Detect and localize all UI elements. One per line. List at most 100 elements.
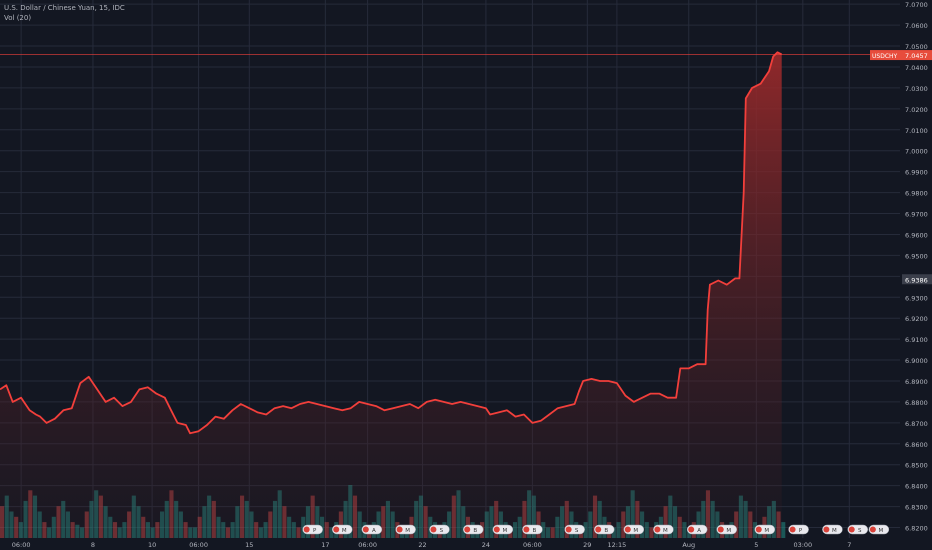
y-tick-label: 7.0300 bbox=[905, 85, 928, 93]
y-tick-label: 6.8200 bbox=[905, 525, 928, 533]
flag-icon bbox=[303, 526, 310, 533]
event-badge-label: B bbox=[604, 528, 608, 534]
flag-icon bbox=[654, 526, 661, 533]
economic-event-badge[interactable]: B bbox=[593, 524, 615, 535]
economic-event-badge[interactable]: M bbox=[492, 524, 514, 535]
economic-event-badge[interactable]: M bbox=[623, 524, 645, 535]
flag-icon bbox=[869, 526, 876, 533]
y-tick-label: 6.8500 bbox=[905, 462, 928, 470]
time-axis-bg bbox=[0, 538, 932, 550]
flag-icon bbox=[595, 526, 602, 533]
x-tick-label: 12:15 bbox=[608, 541, 627, 549]
y-tick-label: 6.8700 bbox=[905, 420, 928, 428]
flag-icon bbox=[717, 526, 724, 533]
y-tick-label: 6.9800 bbox=[905, 190, 928, 198]
economic-event-badge[interactable]: S bbox=[847, 524, 868, 535]
economic-event-badge[interactable]: A bbox=[361, 524, 383, 535]
flag-icon bbox=[755, 526, 762, 533]
x-tick-label: 7 bbox=[847, 541, 851, 549]
economic-event-badge[interactable]: M bbox=[395, 524, 416, 535]
x-tick-label: 8 bbox=[91, 541, 95, 549]
economic-event-badge[interactable]: B bbox=[462, 524, 484, 535]
y-tick-label: 6.9100 bbox=[905, 336, 928, 344]
chart-legend: U.S. Dollar / Chinese Yuan, 15, IDC Vol … bbox=[4, 3, 125, 23]
event-badge-label: M bbox=[832, 528, 837, 534]
price-area-fill bbox=[0, 52, 782, 539]
x-tick-label: 24 bbox=[482, 541, 490, 549]
event-badge-label: S bbox=[575, 528, 579, 534]
y-tick-label: 6.8900 bbox=[905, 378, 928, 386]
economic-event-badge[interactable]: S bbox=[564, 524, 585, 535]
flag-icon bbox=[624, 526, 631, 533]
flag-icon bbox=[464, 526, 471, 533]
y-tick-label: 7.0100 bbox=[905, 127, 928, 135]
event-badge-label: S bbox=[858, 528, 862, 534]
flag-icon bbox=[688, 526, 695, 533]
event-badge-label: M bbox=[726, 528, 731, 534]
flag-icon bbox=[823, 526, 830, 533]
time-axis[interactable]: 06:00 8 10 06:00 15 17 06:00 22 24 06:00 29 12:15 Au… bbox=[0, 538, 932, 550]
y-tick-label: 6.9000 bbox=[905, 357, 928, 365]
economic-event-badge[interactable]: M bbox=[754, 524, 776, 535]
y-tick-label: 6.8400 bbox=[905, 483, 928, 491]
x-tick-label: Aug bbox=[682, 541, 695, 549]
event-badge-label: M bbox=[502, 528, 507, 534]
economic-event-badge[interactable]: P bbox=[302, 524, 323, 535]
y-tick-label: 7.0700 bbox=[905, 1, 928, 9]
y-tick-label: 7.0400 bbox=[905, 64, 928, 72]
x-tick-label: 15 bbox=[245, 541, 253, 549]
flag-icon bbox=[493, 526, 500, 533]
event-badge-label: B bbox=[473, 528, 477, 534]
y-tick-label: 6.9900 bbox=[905, 169, 928, 177]
x-tick-label: 22 bbox=[418, 541, 426, 549]
y-tick-label: 7.0600 bbox=[905, 22, 928, 30]
economic-event-badge[interactable]: M bbox=[822, 524, 843, 535]
y-tick-label: 6.9600 bbox=[905, 231, 928, 239]
volume-indicator-label[interactable]: Vol (20) bbox=[4, 14, 32, 22]
event-badge-label: A bbox=[372, 528, 376, 534]
symbol-title[interactable]: U.S. Dollar / Chinese Yuan, 15, IDC bbox=[4, 4, 125, 12]
volume-bar bbox=[781, 522, 786, 538]
event-badge-label: S bbox=[440, 528, 444, 534]
event-badge-label: M bbox=[878, 528, 883, 534]
event-badge-label: M bbox=[663, 528, 668, 534]
event-badge-label: P bbox=[313, 528, 317, 534]
event-badge-label: M bbox=[405, 528, 410, 534]
y-tick-label: 6.8800 bbox=[905, 399, 928, 407]
economic-event-badge[interactable]: M bbox=[653, 524, 674, 535]
event-badge-label: M bbox=[633, 528, 638, 534]
event-badge-label: M bbox=[764, 528, 769, 534]
flag-icon bbox=[430, 526, 437, 533]
event-badge-label: M bbox=[342, 528, 347, 534]
y-tick-label: 6.9700 bbox=[905, 211, 928, 219]
x-tick-label: 29 bbox=[583, 541, 591, 549]
x-tick-label: 03:00 bbox=[793, 541, 812, 549]
y-tick-label: 6.9300 bbox=[905, 294, 928, 302]
economic-event-badge[interactable]: S bbox=[429, 524, 450, 535]
economic-event-badge[interactable]: P bbox=[788, 524, 809, 535]
y-tick-label: 7.0200 bbox=[905, 106, 928, 114]
flag-icon bbox=[396, 526, 403, 533]
economic-event-badge[interactable]: M bbox=[868, 524, 890, 535]
economic-event-badge[interactable]: B bbox=[522, 524, 543, 535]
event-badge-label: B bbox=[533, 528, 537, 534]
symbol-tag-label: USDCHY bbox=[872, 53, 898, 60]
crosshair-price-value: 6.9386 bbox=[905, 276, 928, 284]
y-tick-label: 7.0500 bbox=[905, 43, 928, 51]
price-series bbox=[0, 51, 900, 539]
y-tick-label: 6.9500 bbox=[905, 252, 928, 260]
price-axis[interactable]: 7.0700 7.0600 7.0500 7.0400 7.0300 7.0200 7.01… bbox=[870, 0, 932, 550]
x-tick-label: 06:00 bbox=[12, 541, 31, 549]
economic-event-badge[interactable]: M bbox=[716, 524, 738, 535]
x-tick-label: 06:00 bbox=[523, 541, 542, 549]
flag-icon bbox=[848, 526, 855, 533]
flag-icon bbox=[565, 526, 572, 533]
event-badge-label: P bbox=[799, 528, 803, 534]
economic-event-badge[interactable]: M bbox=[332, 524, 353, 535]
flag-icon bbox=[523, 526, 530, 533]
economic-event-badge[interactable]: A bbox=[686, 524, 708, 535]
y-tick-label: 6.9200 bbox=[905, 315, 928, 323]
y-tick-label: 6.8600 bbox=[905, 441, 928, 449]
